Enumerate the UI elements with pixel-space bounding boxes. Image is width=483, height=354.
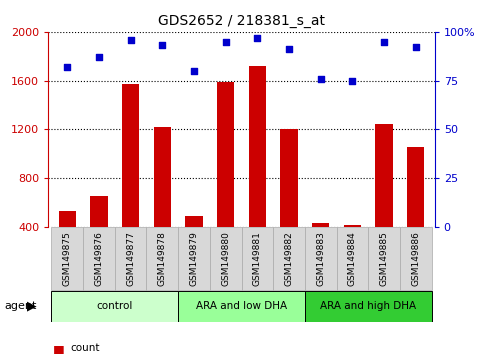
- Point: [222, 39, 229, 45]
- Bar: [400, 227, 431, 290]
- Bar: [343, 225, 361, 275]
- Bar: [273, 227, 305, 290]
- Text: GSM149886: GSM149886: [411, 231, 420, 286]
- Bar: [210, 227, 242, 290]
- Point: [95, 55, 103, 60]
- Text: GSM149885: GSM149885: [380, 231, 388, 286]
- Text: GSM149881: GSM149881: [253, 231, 262, 286]
- Text: GSM149876: GSM149876: [95, 231, 103, 286]
- Text: GSM149877: GSM149877: [126, 231, 135, 286]
- Text: ARA and high DHA: ARA and high DHA: [320, 301, 416, 311]
- Point: [190, 68, 198, 74]
- Bar: [178, 227, 210, 290]
- Bar: [115, 227, 146, 290]
- Bar: [122, 84, 140, 275]
- Text: GSM149875: GSM149875: [63, 231, 72, 286]
- Text: ▶: ▶: [27, 300, 36, 313]
- Bar: [337, 227, 368, 290]
- Point: [158, 43, 166, 48]
- Bar: [90, 196, 108, 275]
- Bar: [368, 227, 400, 290]
- Bar: [52, 227, 83, 290]
- Point: [380, 39, 388, 45]
- Bar: [154, 127, 171, 275]
- Point: [349, 78, 356, 84]
- Text: GSM149883: GSM149883: [316, 231, 325, 286]
- Bar: [178, 291, 305, 321]
- Point: [254, 35, 261, 41]
- Text: GSM149882: GSM149882: [284, 231, 294, 286]
- Bar: [185, 216, 203, 275]
- Text: GSM149878: GSM149878: [158, 231, 167, 286]
- Text: control: control: [97, 301, 133, 311]
- Point: [317, 76, 325, 81]
- Point: [412, 45, 420, 50]
- Text: count: count: [70, 343, 99, 353]
- Bar: [146, 227, 178, 290]
- Bar: [249, 66, 266, 275]
- Point: [127, 37, 134, 42]
- Point: [63, 64, 71, 70]
- Bar: [407, 148, 425, 275]
- Text: agent: agent: [5, 301, 37, 311]
- Title: GDS2652 / 218381_s_at: GDS2652 / 218381_s_at: [158, 14, 325, 28]
- Text: GSM149880: GSM149880: [221, 231, 230, 286]
- Bar: [217, 82, 234, 275]
- Bar: [280, 129, 298, 275]
- Text: GSM149884: GSM149884: [348, 231, 357, 286]
- Bar: [305, 291, 431, 321]
- Bar: [305, 227, 337, 290]
- Bar: [52, 291, 178, 321]
- Bar: [58, 211, 76, 275]
- Bar: [83, 227, 115, 290]
- Bar: [242, 227, 273, 290]
- Point: [285, 47, 293, 52]
- Text: GSM149879: GSM149879: [189, 231, 199, 286]
- Text: ARA and low DHA: ARA and low DHA: [196, 301, 287, 311]
- Text: ■: ■: [53, 343, 65, 354]
- Bar: [375, 124, 393, 275]
- Bar: [312, 223, 329, 275]
